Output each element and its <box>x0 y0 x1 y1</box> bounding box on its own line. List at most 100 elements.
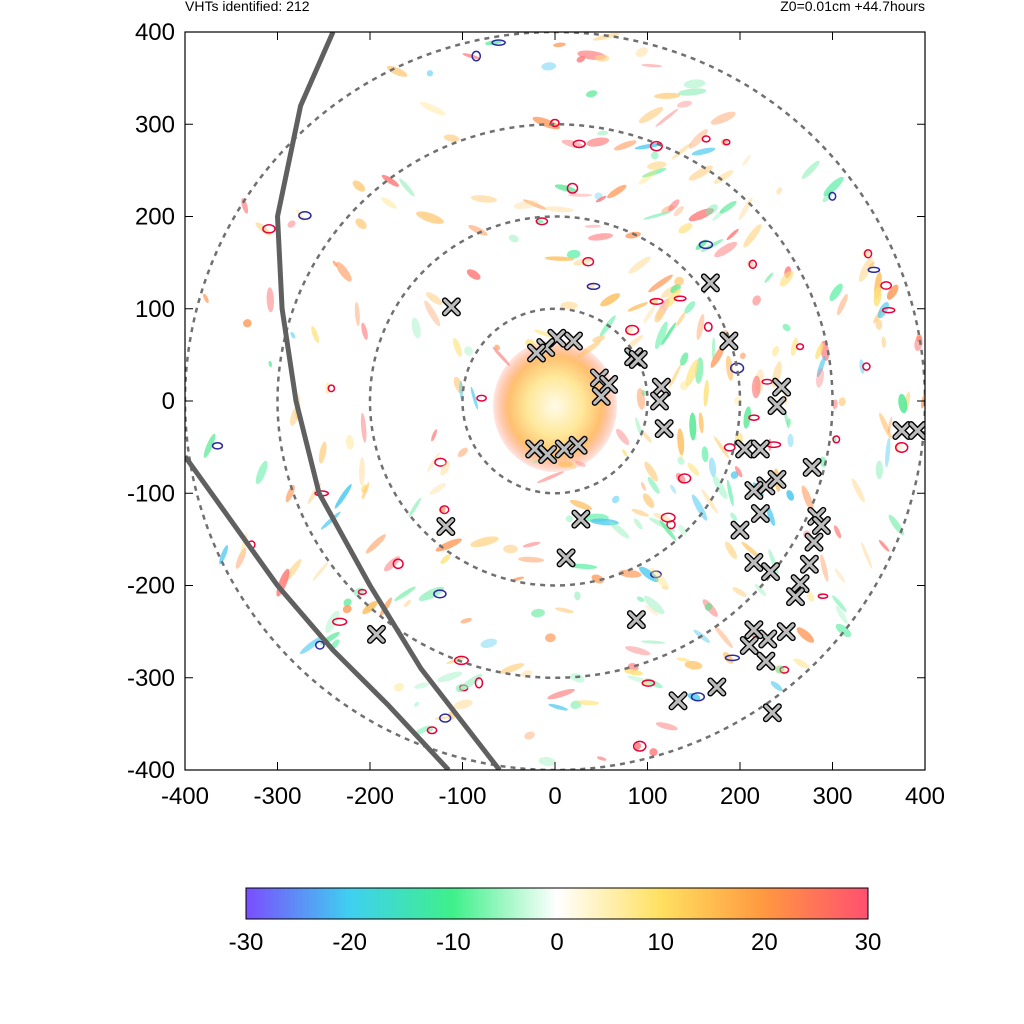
field-patch <box>689 412 697 441</box>
field-patch <box>381 174 400 187</box>
field-patch <box>726 228 739 241</box>
field-patch <box>742 154 751 166</box>
field-patch <box>820 554 829 582</box>
colorbar-tick-label: 0 <box>550 929 563 956</box>
field-patch <box>721 138 728 146</box>
field-patch <box>786 490 795 501</box>
vht-marker <box>762 703 782 723</box>
field-patch <box>676 312 686 327</box>
field-patch <box>575 460 586 467</box>
field-patch <box>793 658 810 669</box>
field-patch <box>544 256 575 261</box>
field-patch <box>419 101 446 116</box>
vht-marker <box>654 419 674 439</box>
field-patch <box>885 437 891 468</box>
field-patch <box>787 433 794 448</box>
vht-count-label: VHTs identified: 212 <box>185 0 310 14</box>
vht-marker <box>776 622 796 642</box>
y-axis: -400 -300 -200 -100 0 100 200 300 400 <box>127 19 925 784</box>
field-patch <box>566 249 581 259</box>
field-patch <box>668 199 680 212</box>
field-patch <box>457 447 468 458</box>
contour <box>625 324 640 336</box>
contour <box>817 593 829 600</box>
colorbar-tick-label: -10 <box>436 929 471 956</box>
field-patch <box>677 428 685 456</box>
contour <box>357 588 367 596</box>
field-patch <box>644 461 658 482</box>
field-patch <box>522 541 541 548</box>
field-patch <box>266 287 274 313</box>
vht-marker <box>441 297 461 317</box>
field-patch <box>696 313 705 340</box>
field-patch <box>416 211 444 224</box>
field-patch <box>468 224 488 236</box>
field-patch <box>616 428 630 445</box>
vht-marker <box>719 331 739 351</box>
vht-marker <box>599 374 619 394</box>
field-patch <box>775 665 784 674</box>
field-patch <box>687 462 700 476</box>
vht-marker <box>626 610 646 630</box>
field-patch <box>680 352 689 366</box>
field-patch <box>859 359 865 374</box>
field-patch <box>887 416 893 434</box>
field-patch <box>713 170 734 185</box>
vht-marker <box>556 548 576 568</box>
field-patch <box>886 284 899 300</box>
field-patch <box>434 716 448 720</box>
field-patch <box>607 184 627 199</box>
field-patch <box>470 386 479 410</box>
vht-marker <box>554 439 574 459</box>
field-patch <box>684 660 703 670</box>
field-patch <box>642 431 652 443</box>
x-axis: -400 -300 -200 -100 0 100 200 300 400 <box>161 32 945 810</box>
field-patch <box>743 406 752 429</box>
field-patch <box>875 460 883 480</box>
field-patch <box>643 211 671 220</box>
field-patch <box>838 397 846 407</box>
field-patch <box>719 200 737 214</box>
field-patch <box>779 270 794 287</box>
radius-ring-300 <box>276 123 834 679</box>
field-patch <box>684 301 696 314</box>
colorbar: -30 -20 -10 0 10 20 30 <box>229 887 881 956</box>
vht-marker <box>651 377 671 397</box>
field-patch <box>595 54 610 62</box>
contour <box>677 473 692 484</box>
field-patch <box>642 493 655 508</box>
field-patch <box>513 200 539 209</box>
y-tick-label: -300 <box>127 665 175 692</box>
contour <box>474 677 484 689</box>
field-patch <box>342 604 352 614</box>
field-patch <box>524 731 535 740</box>
field-patch <box>531 608 545 618</box>
field-patch <box>541 62 557 71</box>
field-patch <box>464 346 473 356</box>
contour <box>724 654 741 662</box>
field-patch <box>835 605 848 624</box>
contour <box>881 306 896 314</box>
field-patch <box>677 100 693 108</box>
field-patch <box>786 418 791 429</box>
field-patch <box>712 475 728 499</box>
field-patch <box>701 446 709 463</box>
contour <box>433 589 447 599</box>
y-tick-label: 400 <box>135 19 175 46</box>
field-patch <box>424 300 441 327</box>
field-patch <box>332 260 338 267</box>
contour <box>641 679 656 687</box>
field-patch <box>360 412 367 443</box>
vht-marker <box>750 439 770 459</box>
field-patch <box>470 195 497 203</box>
contour <box>582 256 595 267</box>
vht-markers <box>366 273 925 723</box>
vht-marker <box>811 516 831 536</box>
field-patch <box>362 600 378 615</box>
radius-ring-100 <box>461 307 649 495</box>
contour <box>298 210 312 221</box>
field-patch <box>654 307 665 323</box>
field-patch <box>739 352 746 360</box>
field-patch <box>640 481 646 491</box>
contour <box>471 50 482 62</box>
